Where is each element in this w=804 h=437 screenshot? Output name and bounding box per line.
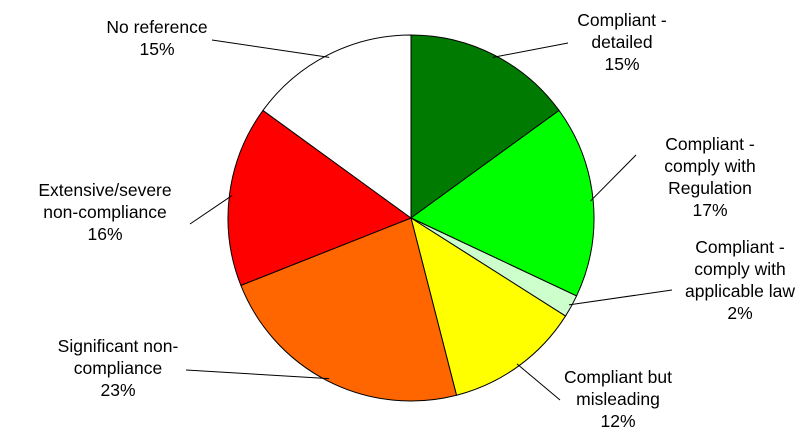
slice-label: Significant non-compliance 23% (58, 336, 179, 400)
slice-label-line: comply with (694, 259, 785, 279)
leader-line (189, 194, 233, 225)
slice-percent: 17% (692, 200, 727, 220)
slice-label: Compliant -comply with Regulation 17% (664, 134, 755, 220)
slice-label-line: Compliant - (695, 237, 785, 257)
pie-slice (410, 34, 560, 219)
pie-slice (262, 34, 412, 219)
slice-label: Extensive/severe non-compliance 16% (38, 180, 171, 244)
slice-label-line: non-compliance (43, 202, 167, 222)
slice-labels: Compliant -detailed 15%Compliant -comply … (38, 10, 795, 431)
slice-label: No reference 15% (106, 17, 207, 59)
leader-line (590, 154, 637, 202)
slice-label: Compliant -detailed 15% (577, 10, 667, 74)
slice-label-line: applicable law (685, 281, 795, 301)
leader-lines (185, 39, 673, 401)
slice-label-line: Regulation (668, 178, 752, 198)
pie-slice (227, 109, 412, 286)
slice-percent: 2% (727, 303, 752, 323)
leader-line (211, 39, 330, 58)
slice-label-line: No reference (106, 17, 207, 37)
slice-percent: 15% (139, 39, 174, 59)
leader-line (568, 289, 673, 306)
slice-label-line: detailed (591, 32, 652, 52)
slice-percent: 15% (604, 54, 639, 74)
pie-slice (240, 217, 458, 402)
leader-line (516, 363, 561, 401)
pie-slice (410, 217, 567, 396)
leader-line (185, 369, 330, 380)
slice-label-line: Compliant - (577, 10, 667, 30)
slice-label-line: Compliant but (564, 367, 672, 387)
leader-line (492, 42, 569, 58)
slice-label: Compliant but misleading 12% (564, 367, 672, 431)
slice-label-line: Compliant - (665, 134, 755, 154)
slice-label-line: misleading (576, 389, 660, 409)
slice-percent: 23% (100, 380, 135, 400)
slice-percent: 16% (87, 224, 122, 244)
slice-label: Compliant -comply with applicable law 2% (685, 237, 795, 323)
slice-percent: 12% (600, 411, 635, 431)
pie-slice (410, 109, 595, 297)
slice-label-line: Significant non- (58, 336, 179, 356)
slice-label-line: comply with (664, 156, 755, 176)
slice-label-line: compliance (74, 358, 163, 378)
slice-label-line: Extensive/severe (38, 180, 171, 200)
pie-slices (227, 34, 595, 402)
